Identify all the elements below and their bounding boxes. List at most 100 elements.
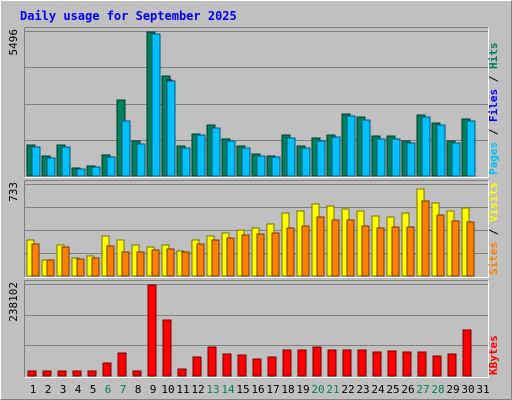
- kbytes-bar-kbytes: [192, 356, 202, 377]
- visits-bar-sites: [76, 258, 85, 277]
- visits-bar-sites: [271, 232, 280, 277]
- visits-bar-sites: [31, 243, 40, 277]
- kbytes-bar-kbytes: [312, 346, 322, 377]
- hits-bar-pages: [406, 142, 416, 177]
- visits-bar-sites: [331, 219, 340, 277]
- visits-bar-sites: [391, 226, 400, 277]
- kbytes-bar-kbytes: [27, 370, 37, 377]
- hits-legend-item: Pages: [487, 142, 500, 175]
- day-label: 24: [371, 383, 385, 396]
- kbytes-bar-kbytes: [207, 346, 217, 377]
- day-label: 14: [221, 383, 235, 396]
- hits-bar-pages: [46, 157, 56, 177]
- visits-bar-sites: [466, 221, 475, 277]
- hits-legend-item: Hits: [487, 43, 500, 70]
- visits-bar-sites: [166, 248, 175, 277]
- visits-panel: 733 Sites / Visits: [7, 180, 500, 278]
- day-label: 27: [416, 383, 429, 396]
- visits-bar-sites: [421, 200, 430, 277]
- kbytes-bar-kbytes: [282, 349, 292, 377]
- hits-bar-pages: [181, 147, 191, 177]
- hits-bar-pages: [346, 115, 356, 177]
- visits-bar-sites: [286, 227, 295, 277]
- day-label: 12: [191, 383, 204, 396]
- hits-bar-pages: [211, 127, 221, 177]
- hits-bar-pages: [316, 140, 326, 177]
- day-label: 10: [161, 383, 174, 396]
- kbytes-bar-kbytes: [162, 319, 172, 377]
- hits-bar-pages: [436, 124, 446, 177]
- kbytes-bar-kbytes: [372, 351, 382, 377]
- kbytes-max-label: 238102: [7, 282, 20, 322]
- kbytes-bar-kbytes: [132, 370, 142, 377]
- kbytes-bar-kbytes: [462, 329, 472, 377]
- kbytes-bar-kbytes: [57, 370, 67, 377]
- visits-bar-sites: [361, 225, 370, 277]
- visits-max-label: 733: [7, 182, 20, 202]
- kbytes-bar-kbytes: [267, 356, 277, 377]
- kbytes-bar-kbytes: [117, 352, 127, 377]
- visits-bar-sites: [151, 249, 160, 277]
- visits-bar-sites: [406, 226, 415, 277]
- visits-bar-sites: [301, 225, 310, 277]
- hits-panel: 5496 Pages / Files / Hits: [7, 27, 500, 178]
- hits-bar-pages: [361, 119, 371, 177]
- visits-bar-sites: [436, 214, 445, 277]
- hits-legend-item: /: [487, 122, 500, 142]
- kbytes-bar-kbytes: [402, 351, 412, 377]
- day-label: 1: [30, 383, 37, 396]
- kbytes-bar-kbytes: [357, 349, 367, 377]
- hits-bar-pages: [376, 138, 386, 177]
- hits-bar-pages: [391, 138, 401, 177]
- hits-bar-pages: [151, 33, 161, 177]
- hits-bar-pages: [256, 155, 266, 177]
- day-label: 17: [266, 383, 279, 396]
- visits-bar-sites: [316, 216, 325, 277]
- day-label: 7: [120, 383, 127, 396]
- day-label: 21: [326, 383, 339, 396]
- kbytes-bar-kbytes: [237, 354, 247, 377]
- hits-bar-pages: [121, 120, 131, 177]
- kbytes-bar-kbytes: [387, 350, 397, 377]
- hits-bar-pages: [136, 143, 146, 177]
- hits-bar-pages: [301, 147, 311, 177]
- day-label: 3: [60, 383, 67, 396]
- day-label: 28: [431, 383, 444, 396]
- visits-bar-sites: [136, 251, 145, 277]
- kbytes-bar-kbytes: [102, 362, 112, 377]
- hits-legend: Pages / Files / Hits: [487, 43, 500, 176]
- hits-max-label: 5496: [7, 29, 20, 56]
- hits-bar-pages: [421, 116, 431, 177]
- kbytes-panel: 238102 KBytes: [7, 280, 500, 378]
- visits-bar-sites: [91, 257, 100, 277]
- hits-bar-pages: [76, 168, 86, 177]
- day-label: 6: [105, 383, 112, 396]
- kbytes-bar-kbytes: [177, 368, 187, 377]
- kbytes-bar-kbytes: [327, 349, 337, 377]
- kbytes-bar-kbytes: [417, 351, 427, 377]
- day-label: 5: [90, 383, 97, 396]
- hits-bar-pages: [166, 80, 176, 177]
- day-label: 16: [251, 383, 264, 396]
- visits-bar-sites: [211, 239, 220, 277]
- hits-bar-pages: [91, 166, 101, 177]
- day-label: 20: [311, 383, 324, 396]
- day-label: 29: [446, 383, 459, 396]
- visits-bar-sites: [376, 227, 385, 277]
- hits-bar-pages: [451, 142, 461, 177]
- kbytes-bar-kbytes: [147, 284, 157, 377]
- day-label: 30: [461, 383, 474, 396]
- kbytes-bar-kbytes: [252, 358, 262, 377]
- day-label: 2: [45, 383, 52, 396]
- hits-bar-pages: [196, 134, 206, 177]
- visits-bar-sites: [106, 245, 115, 277]
- day-label: 19: [296, 383, 309, 396]
- day-label: 4: [75, 383, 82, 396]
- visits-bar-sites: [451, 220, 460, 277]
- day-label: 15: [236, 383, 249, 396]
- chart-title: Daily usage for September 2025: [20, 9, 237, 23]
- hits-bar-pages: [271, 156, 281, 177]
- hits-legend-item: /: [487, 69, 500, 89]
- hits-bar-pages: [61, 146, 71, 177]
